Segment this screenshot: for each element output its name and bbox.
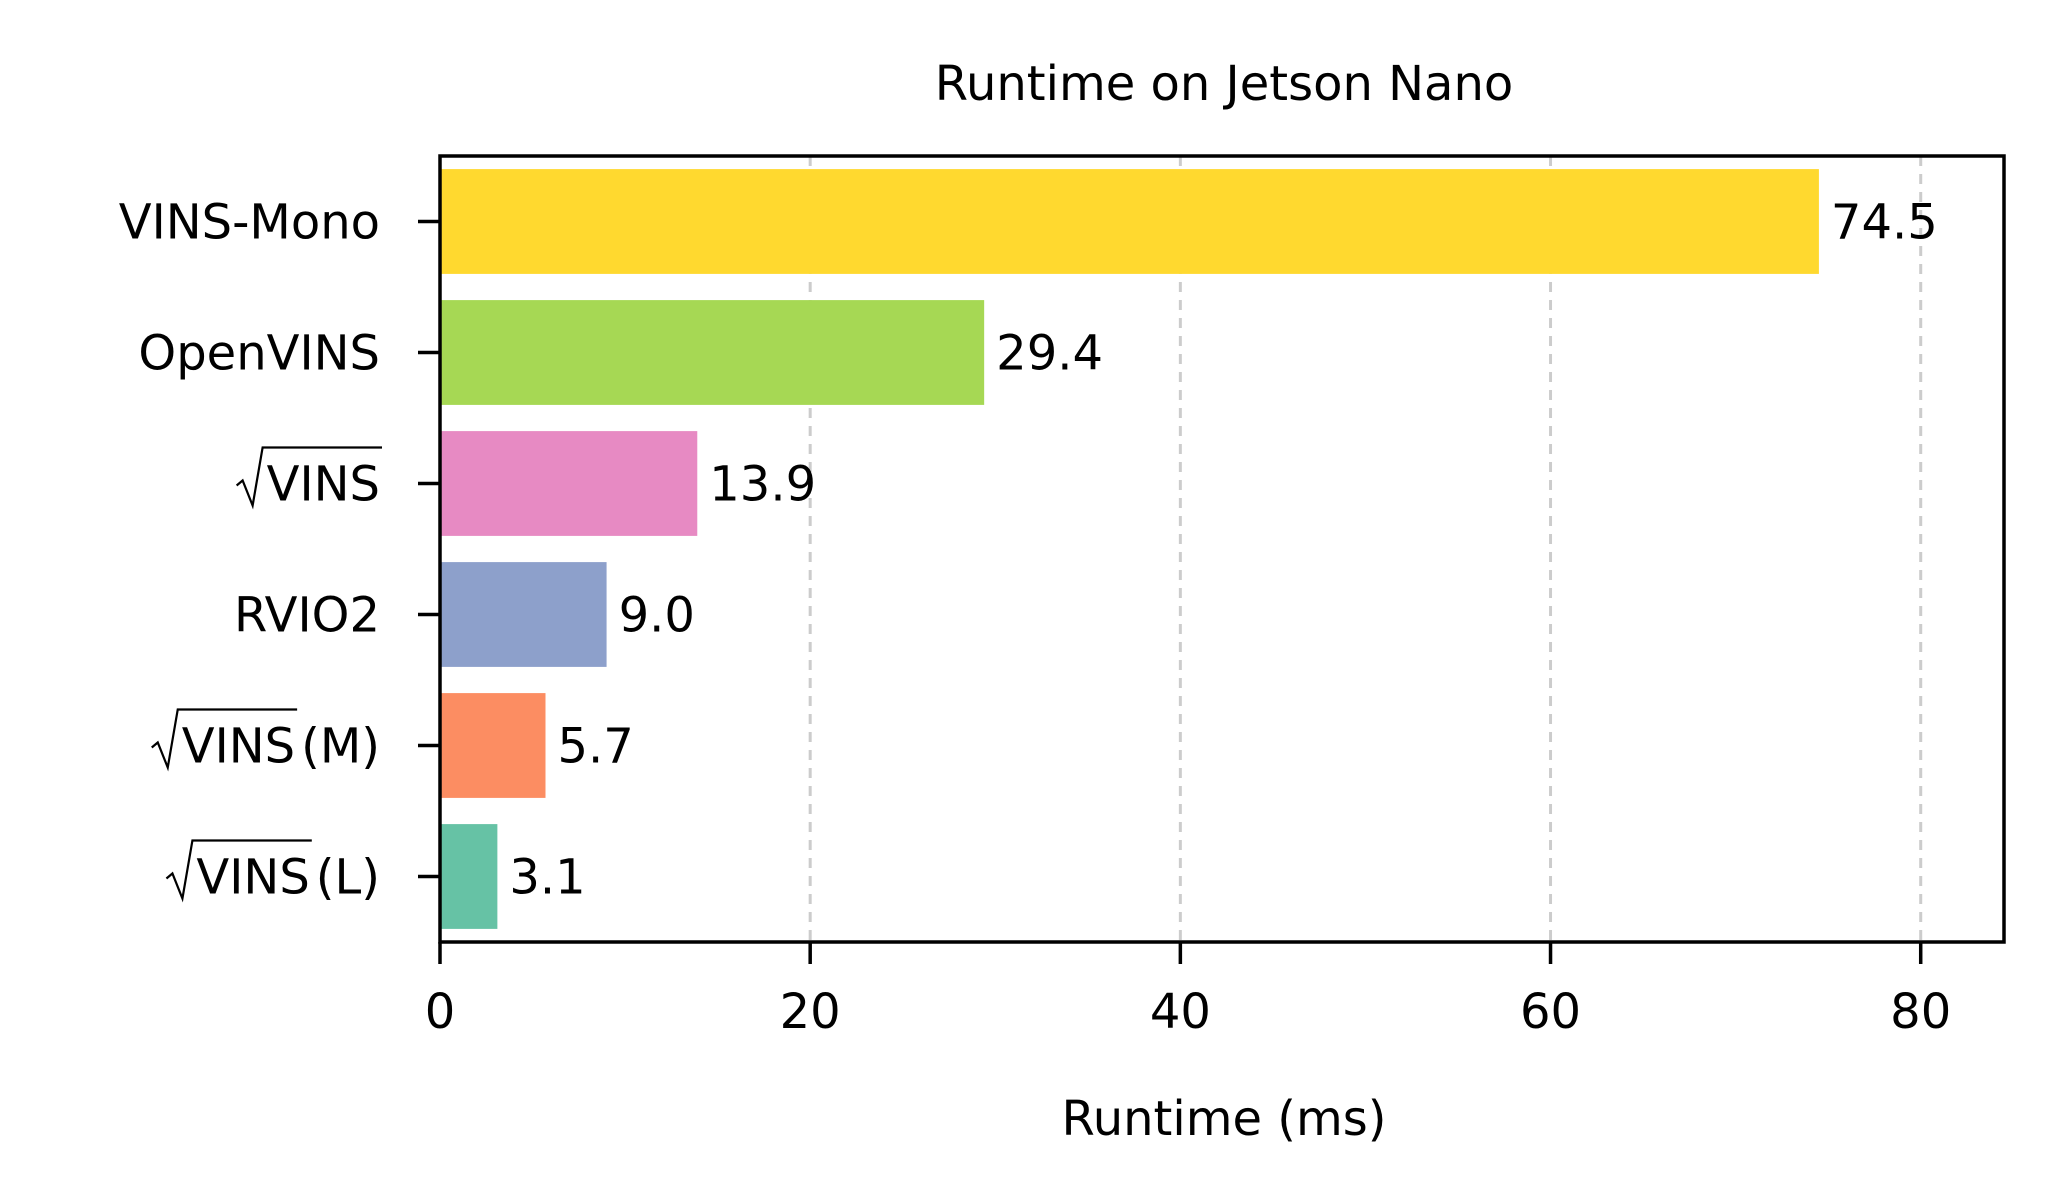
y-tick-label: RVIO2 xyxy=(234,588,380,644)
bar xyxy=(440,693,546,798)
bar xyxy=(440,824,498,929)
y-tick-label-suffix: (L) xyxy=(316,850,380,906)
y-tick-label: VINS xyxy=(267,457,380,513)
y-tick-label: VINS xyxy=(196,850,309,906)
bar xyxy=(440,300,985,405)
x-tick-label: 20 xyxy=(780,984,841,1040)
value-label: 5.7 xyxy=(558,719,634,775)
value-labels: 74.5 29.4 13.9 9.0 5.7 3.1 xyxy=(509,195,1937,906)
x-tick-label: 80 xyxy=(1890,984,1951,1040)
y-tick-label: VINS-Mono xyxy=(119,195,380,251)
x-axis: 0 20 40 60 80 xyxy=(425,942,1951,1040)
sqrt-symbol xyxy=(235,446,382,510)
value-label: 9.0 xyxy=(619,588,695,644)
bar xyxy=(440,562,607,667)
x-tick-label: 60 xyxy=(1520,984,1581,1040)
sqrt-symbol xyxy=(151,708,298,772)
y-tick-label-suffix: (M) xyxy=(301,719,380,775)
y-tick-label: VINS xyxy=(182,719,295,775)
bar xyxy=(440,169,1819,274)
value-label: 74.5 xyxy=(1831,195,1938,251)
x-tick-label: 40 xyxy=(1150,984,1211,1040)
value-label: 29.4 xyxy=(996,326,1103,382)
gridlines xyxy=(808,156,1923,942)
sqrt-symbol xyxy=(165,839,312,903)
y-tick-label: OpenVINS xyxy=(138,326,380,382)
bar xyxy=(440,431,698,536)
x-axis-label: Runtime (ms) xyxy=(1062,1091,1387,1147)
bars xyxy=(440,169,1819,929)
chart-title: Runtime on Jetson Nano xyxy=(935,56,1513,112)
value-label: 13.9 xyxy=(709,457,816,513)
x-tick-label: 0 xyxy=(425,984,456,1040)
plot-frame xyxy=(438,154,2006,944)
value-label: 3.1 xyxy=(509,850,585,906)
